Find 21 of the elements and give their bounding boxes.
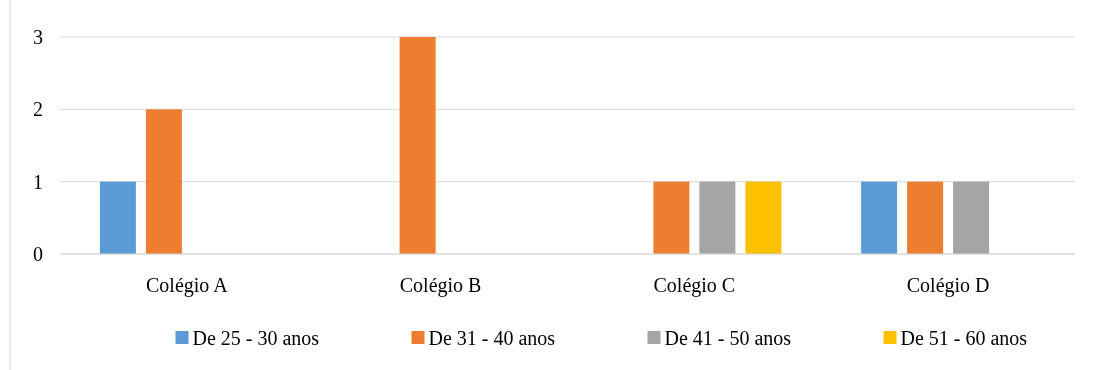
bar (953, 181, 990, 254)
bar (99, 181, 136, 254)
bar (399, 37, 436, 254)
bar (907, 181, 944, 254)
x-tick-label: Colégio C (653, 274, 736, 297)
bar (699, 181, 736, 254)
x-tick-label: Colégio A (146, 274, 229, 297)
y-tick-label: 1 (33, 170, 43, 193)
y-tick-label: 2 (33, 98, 43, 121)
x-tick-label: Colégio B (399, 274, 482, 297)
y-tick-label: 3 (33, 26, 43, 48)
legend-label: De 51 - 60 anos (900, 327, 1028, 349)
bar (145, 109, 182, 254)
legend-label: De 25 - 30 anos (192, 327, 320, 349)
legend-label: De 41 - 50 anos (664, 327, 792, 349)
x-tick-label: Colégio D (906, 274, 990, 297)
legend-label: De 31 - 40 anos (428, 327, 556, 349)
y-tick-label: 0 (33, 243, 43, 265)
bar (653, 181, 690, 254)
bar (861, 181, 898, 254)
bar (745, 181, 782, 254)
